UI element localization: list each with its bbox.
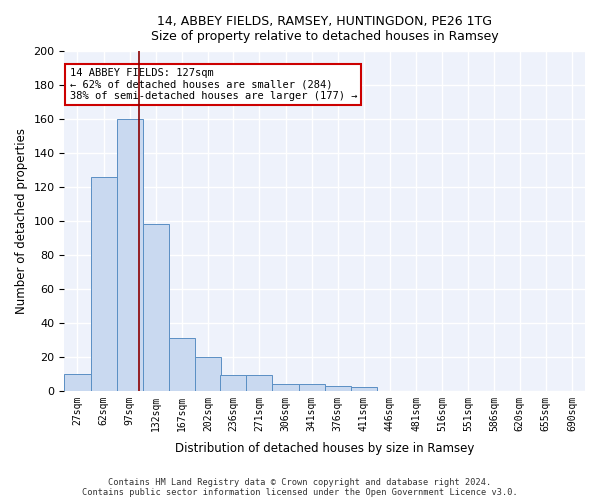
Title: 14, ABBEY FIELDS, RAMSEY, HUNTINGDON, PE26 1TG
Size of property relative to deta: 14, ABBEY FIELDS, RAMSEY, HUNTINGDON, PE… bbox=[151, 15, 499, 43]
Bar bbox=[272, 384, 299, 391]
Bar bbox=[220, 376, 247, 391]
Bar bbox=[299, 384, 325, 391]
X-axis label: Distribution of detached houses by size in Ramsey: Distribution of detached houses by size … bbox=[175, 442, 475, 455]
Bar bbox=[116, 119, 143, 391]
Bar bbox=[351, 388, 377, 391]
Bar bbox=[247, 376, 272, 391]
Bar bbox=[325, 386, 351, 391]
Bar bbox=[64, 374, 91, 391]
Text: 14 ABBEY FIELDS: 127sqm
← 62% of detached houses are smaller (284)
38% of semi-d: 14 ABBEY FIELDS: 127sqm ← 62% of detache… bbox=[70, 68, 357, 102]
Bar bbox=[195, 357, 221, 391]
Bar bbox=[169, 338, 195, 391]
Y-axis label: Number of detached properties: Number of detached properties bbox=[15, 128, 28, 314]
Bar bbox=[143, 224, 169, 391]
Text: Contains HM Land Registry data © Crown copyright and database right 2024.
Contai: Contains HM Land Registry data © Crown c… bbox=[82, 478, 518, 497]
Bar bbox=[91, 177, 116, 391]
